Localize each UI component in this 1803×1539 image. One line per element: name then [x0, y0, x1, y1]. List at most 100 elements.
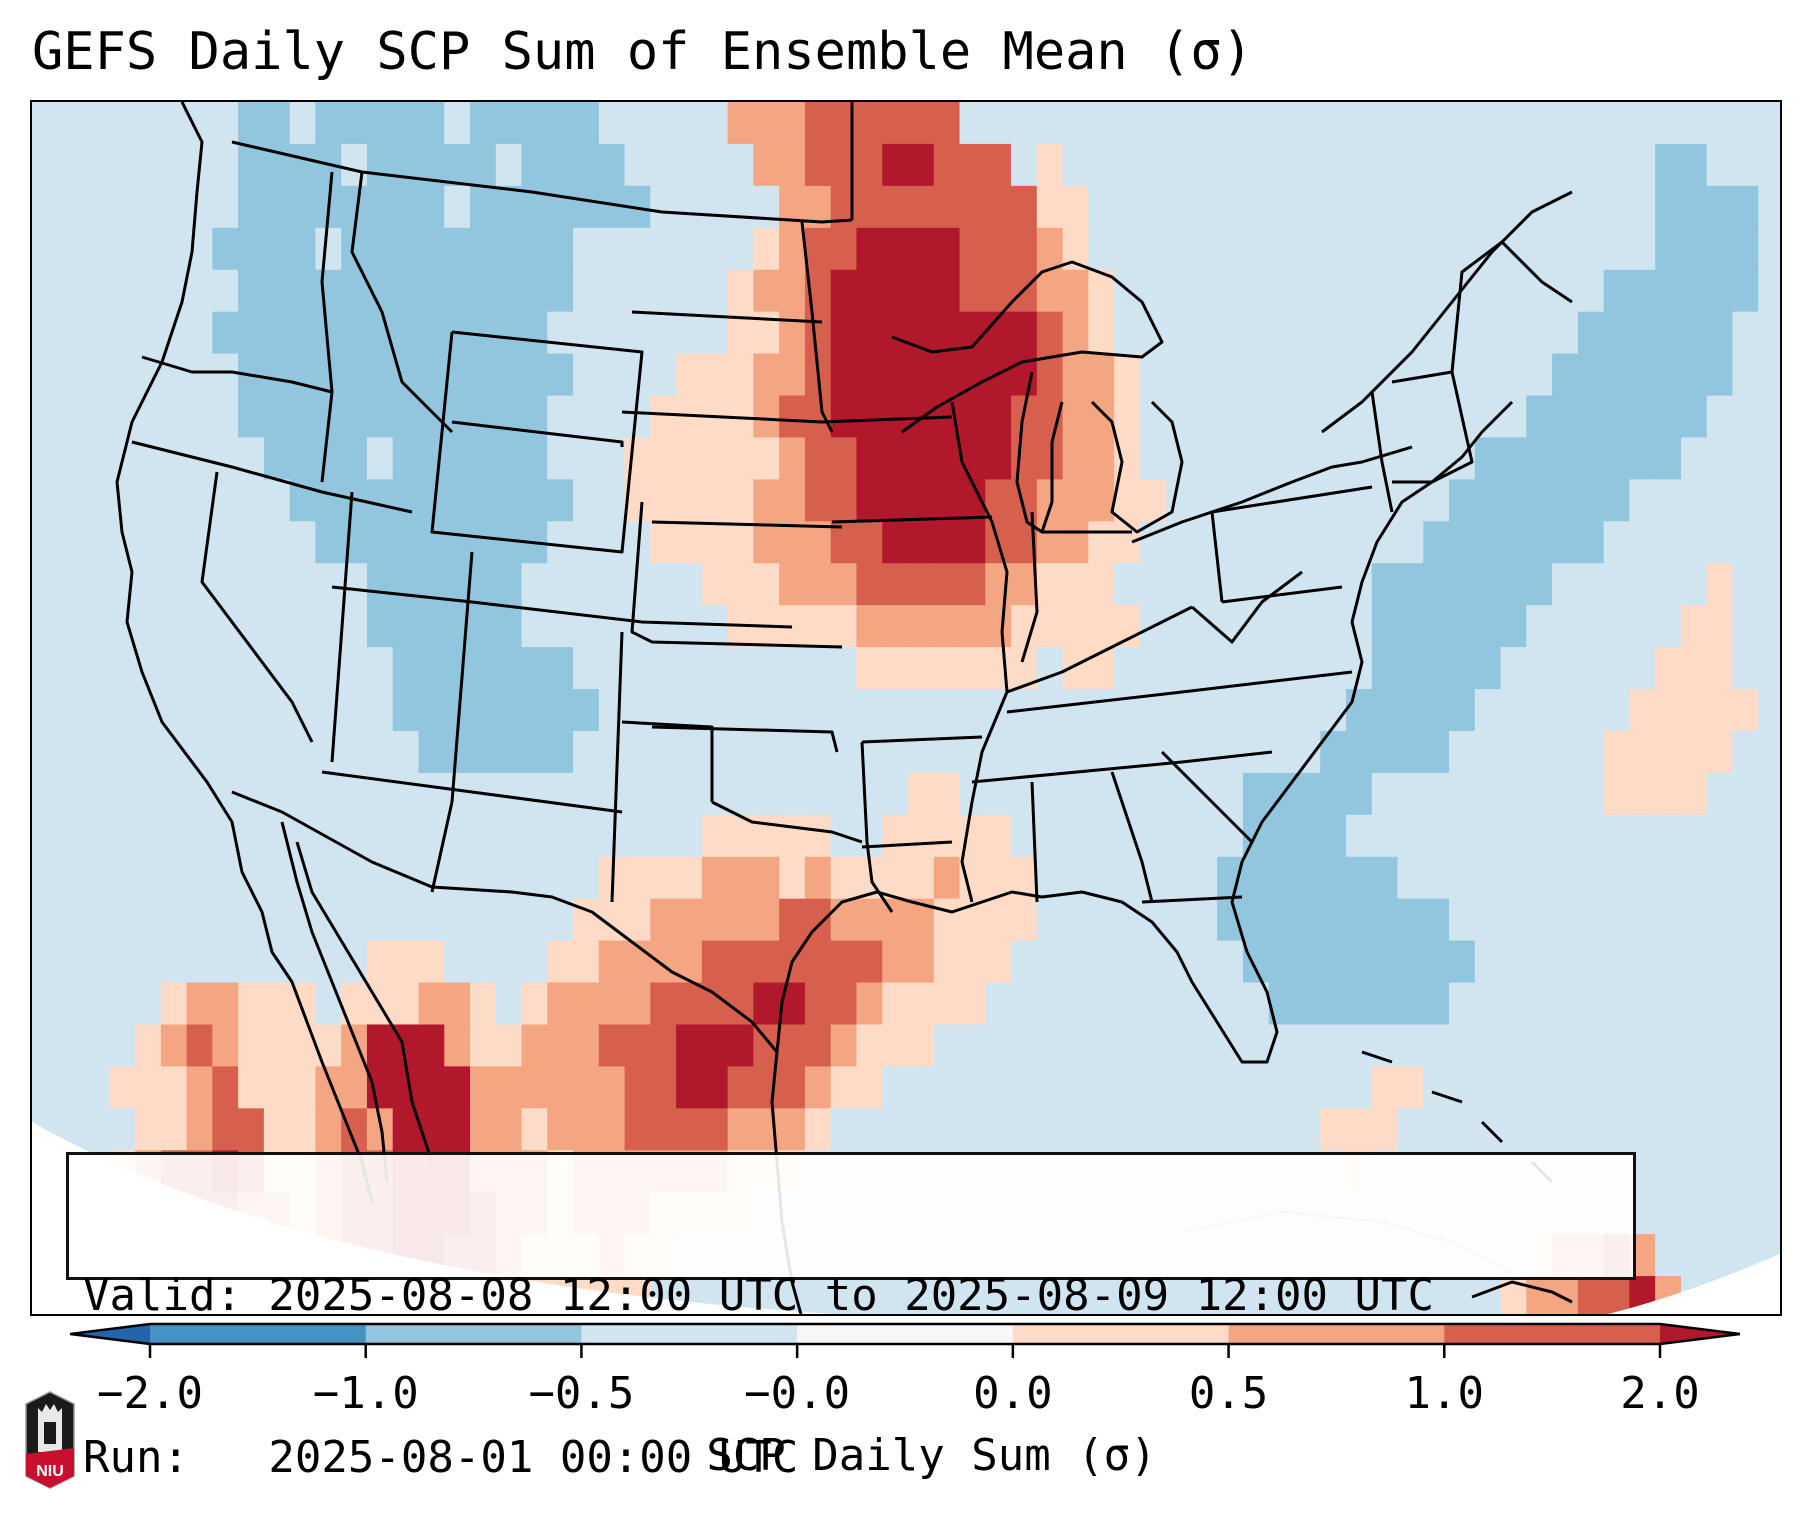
grid-cell [804, 1066, 832, 1109]
grid-cell [1036, 647, 1064, 690]
grid-cell [598, 102, 626, 145]
grid-cell [1706, 898, 1734, 942]
grid-cell [650, 311, 677, 355]
grid-cell [1346, 1276, 1373, 1314]
grid-cell [238, 185, 265, 229]
grid-cell [908, 689, 935, 732]
grid-cell [1500, 689, 1527, 732]
grid-cell [882, 521, 909, 564]
grid-cell [1165, 772, 1193, 816]
grid-cell [1011, 311, 1038, 355]
grid-cell [212, 102, 239, 145]
grid-cell [1242, 1108, 1270, 1151]
grid-cell [1242, 102, 1270, 145]
grid-cell [1036, 185, 1064, 229]
grid-cell [238, 940, 265, 984]
grid-cell [1732, 1108, 1759, 1151]
grid-cell [1706, 605, 1734, 648]
grid-cell [1500, 814, 1527, 858]
grid-cell [444, 1066, 471, 1109]
grid-cell [1011, 982, 1038, 1026]
grid-cell [1680, 353, 1708, 397]
grid-cell [470, 479, 497, 522]
grid-cell [1242, 898, 1270, 942]
grid-cell [1165, 1108, 1193, 1151]
colorbar-segment [365, 1324, 582, 1344]
grid-cell [1191, 311, 1218, 355]
grid-cell [1114, 1276, 1141, 1314]
grid-cell [830, 479, 858, 522]
grid-cell [1526, 143, 1553, 187]
grid-cell [135, 605, 162, 648]
grid-cell [1320, 353, 1347, 397]
grid-cell [830, 730, 858, 774]
grid-cell [521, 1108, 548, 1151]
grid-cell [1552, 982, 1579, 1026]
grid-cell [1036, 563, 1064, 606]
grid-cell [1500, 395, 1527, 439]
grid-cell [1629, 227, 1656, 271]
grid-cell [392, 689, 420, 732]
grid-cell [1165, 647, 1193, 690]
grid-cell [933, 1276, 961, 1314]
grid-cell [109, 227, 136, 271]
border-sd-ne [621, 410, 823, 424]
grid-cell [1371, 102, 1399, 145]
colorbar-segment [1012, 1324, 1230, 1344]
grid-cell [160, 185, 188, 229]
grid-cell [1629, 1024, 1656, 1068]
grid-cell [418, 479, 445, 522]
grid-cell [57, 730, 85, 774]
grid-cell [521, 605, 548, 648]
grid-cell [1706, 521, 1734, 564]
grid-cell [1758, 1066, 1780, 1109]
grid-cell [1474, 1024, 1502, 1068]
grid-cell [1655, 1150, 1682, 1193]
grid-cell [470, 143, 497, 187]
grid-cell [882, 563, 909, 606]
grid-cell [57, 605, 85, 648]
grid-cell [341, 102, 368, 145]
grid-cell [135, 647, 162, 690]
grid-cell [495, 982, 523, 1026]
grid-cell [1320, 227, 1347, 271]
grid-cell [1603, 437, 1631, 480]
grid-cell [933, 479, 961, 522]
grid-cell [212, 647, 239, 690]
grid-cell [1268, 689, 1296, 732]
grid-cell [624, 856, 651, 900]
grid-cell [650, 940, 677, 984]
grid-cell [1500, 269, 1527, 313]
grid-cell [1758, 940, 1780, 984]
grid-cell [676, 647, 703, 690]
grid-cell [1191, 1108, 1218, 1151]
grid-cell [1423, 1108, 1450, 1151]
grid-cell [289, 521, 317, 564]
grid-cell [1577, 395, 1605, 439]
grid-cell [1346, 982, 1373, 1026]
grid-cell [1268, 898, 1296, 942]
grid-cell [495, 143, 523, 187]
grid-cell [1294, 940, 1321, 984]
grid-cell [1165, 814, 1193, 858]
grid-cell [212, 479, 239, 522]
grid-cell [779, 1108, 806, 1151]
grid-cell [1577, 814, 1605, 858]
grid-cell [701, 311, 729, 355]
grid-cell [1423, 102, 1450, 145]
grid-cell [1758, 1150, 1780, 1193]
grid-cell [1474, 982, 1502, 1026]
grid-cell [856, 143, 883, 187]
grid-cell [1526, 605, 1553, 648]
grid-cell [830, 940, 858, 984]
grid-cell [1680, 227, 1708, 271]
grid-cell [1449, 1024, 1476, 1068]
grid-cell [624, 1108, 651, 1151]
grid-cell [1474, 311, 1502, 355]
grid-cell [1320, 1108, 1347, 1151]
grid-cell [212, 940, 239, 984]
grid-cell [109, 982, 136, 1026]
grid-cell [908, 605, 935, 648]
grid-cell [521, 689, 548, 732]
grid-cell [547, 1066, 574, 1109]
